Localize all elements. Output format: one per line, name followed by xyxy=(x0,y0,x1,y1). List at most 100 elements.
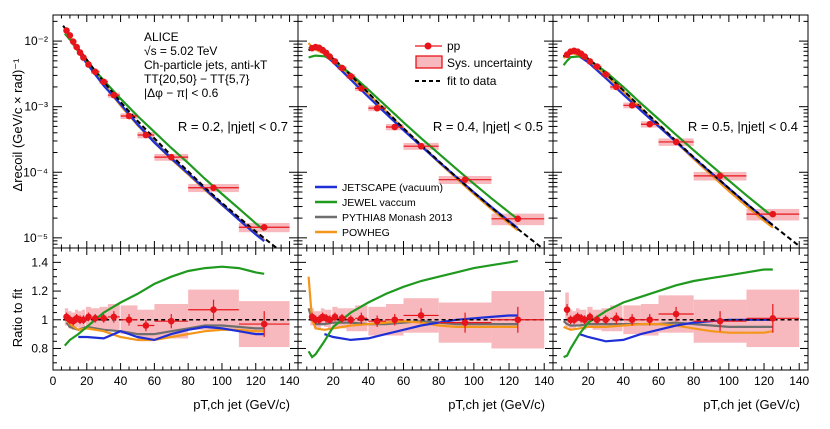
ratio-curve-jetscape xyxy=(324,314,518,342)
x-tick-label: 120 xyxy=(754,374,774,388)
data-point xyxy=(593,63,601,70)
data-point xyxy=(66,32,74,39)
x-tick-label: 140 xyxy=(280,374,300,388)
ratio-point xyxy=(80,316,87,324)
ratio-y-tick-label: 1.2 xyxy=(31,284,48,298)
ratio-point xyxy=(563,306,571,314)
ratio-point xyxy=(85,313,92,321)
x-tick-label: 80 xyxy=(432,374,446,388)
data-point xyxy=(85,61,92,68)
x-tick-label: 60 xyxy=(397,374,411,388)
ratio-y-tick-label: 1 xyxy=(41,313,48,327)
data-point xyxy=(63,27,70,34)
x-tick-label: 40 xyxy=(617,374,631,388)
y-tick-label: 10⁻⁵ xyxy=(23,231,48,245)
data-point xyxy=(602,71,610,78)
legend-powheg-label: POWHEG xyxy=(342,227,390,239)
x-tick-label: 0 xyxy=(50,374,57,388)
ratio-point xyxy=(646,316,654,324)
panel-3: 20 40 60 80 100 120 140 R = 0.5, |ηjet| < 0.4 xyxy=(552,14,810,388)
data-point xyxy=(100,78,107,86)
data-point xyxy=(672,138,680,146)
legend-sys-label: Sys. uncertainty xyxy=(447,56,532,70)
data-point xyxy=(326,53,333,60)
ratio-plot-area xyxy=(562,268,800,359)
x-tick-label: 60 xyxy=(652,374,666,388)
x-tick-label: 40 xyxy=(362,374,376,388)
ratio-point xyxy=(110,313,118,321)
panel-annotation: R = 0.2, |ηjet| < 0.7 xyxy=(178,119,288,134)
info-line-experiment: ALICE xyxy=(144,30,179,44)
model-curve-jewel xyxy=(308,54,519,220)
legend-pythia-label: PYTHIA8 Monash 2013 xyxy=(342,212,452,224)
legend-top: pp Sys. uncertainty fit to data xyxy=(415,39,532,88)
data-point xyxy=(391,123,399,131)
ratio-point xyxy=(613,315,620,322)
ratio-y-tick-label: 0.8 xyxy=(31,341,48,355)
data-point xyxy=(260,223,268,231)
ratio-curve-jewel xyxy=(307,259,518,359)
data-point xyxy=(347,73,355,80)
ratio-point xyxy=(602,316,610,324)
top-plot-area xyxy=(62,25,290,248)
legend-sys-box xyxy=(415,55,443,69)
y-axis-label-top: Δrecoil (GeV/c × rad)⁻¹ xyxy=(10,58,25,192)
ratio-point xyxy=(672,310,680,318)
x-tick-label: 140 xyxy=(789,374,809,388)
data-point xyxy=(586,58,594,65)
ratio-point xyxy=(417,312,425,319)
info-line-energy: √s = 5.02 TeV xyxy=(144,44,217,58)
panel-2: 20 40 60 80 100 120 140 R = 0.4, |ηjet| < 0.5 xyxy=(297,14,555,388)
legend-jewel-label: JEWEL vaccum xyxy=(342,197,416,209)
x-tick-label: 20 xyxy=(80,374,94,388)
ratio-point xyxy=(586,313,594,321)
x-tick-label: 60 xyxy=(148,374,162,388)
model-curve-jewel xyxy=(562,55,774,218)
data-point xyxy=(331,58,339,65)
info-line-tt: TT{20,50} − TT{5,7} xyxy=(144,72,250,86)
ratio-curve-jewel xyxy=(63,265,265,347)
y-tick-label: 10⁻³ xyxy=(24,100,48,114)
ratio-point xyxy=(100,315,107,322)
x-axis-label-1: pT,ch jet (GeV/c) xyxy=(193,397,290,412)
x-axis-label-3: pT,ch jet (GeV/c) xyxy=(703,397,800,412)
data-point xyxy=(110,91,118,99)
data-point xyxy=(461,176,469,184)
ratio-plot-area xyxy=(307,259,545,359)
ratio-point xyxy=(628,316,636,324)
ratio-y-tick-label: 1.4 xyxy=(31,255,48,269)
ratio-point xyxy=(373,317,381,325)
legend-jetscape-label: JETSCAPE (vacuum) xyxy=(342,182,443,194)
data-point xyxy=(69,38,77,45)
ratio-point xyxy=(91,315,99,322)
ratio-point xyxy=(461,319,469,326)
ratio-point xyxy=(769,315,777,322)
data-point xyxy=(210,184,217,192)
x-tick-label: 120 xyxy=(246,374,266,388)
ratio-point xyxy=(581,316,588,324)
top-plot-area xyxy=(307,42,545,248)
ratio-point xyxy=(125,316,133,324)
ratio-point xyxy=(326,316,333,324)
ratio-point xyxy=(167,317,175,325)
x-tick-label: 140 xyxy=(534,374,554,388)
panel-annotation: R = 0.5, |ηjet| < 0.4 xyxy=(688,119,798,134)
panels: 0 20 40 60 80 100 120 140 10⁻⁵ 10⁻⁴ 10⁻³ 10⁻² 0.8 1 1.… xyxy=(23,14,810,388)
data-point xyxy=(514,215,522,223)
x-tick-label: 20 xyxy=(581,374,595,388)
data-point xyxy=(338,64,346,72)
data-point xyxy=(628,101,636,109)
panel-annotation: R = 0.4, |ηjet| < 0.5 xyxy=(433,119,543,134)
x-tick-label: 100 xyxy=(719,374,739,388)
ratio-point xyxy=(716,317,724,325)
ratio-curve-jetscape xyxy=(78,325,265,342)
top-plot-area xyxy=(562,47,800,247)
info-line-jets: Ch-particle jets, anti-kT xyxy=(144,58,268,72)
ratio-curve-powheg xyxy=(307,276,518,331)
panel-1: 0 20 40 60 80 100 120 140 10⁻⁵ 10⁻⁴ 10⁻³ 10⁻² 0.8 1 1.… xyxy=(23,14,300,388)
data-point xyxy=(716,172,724,180)
data-point xyxy=(373,104,381,112)
data-point xyxy=(91,68,99,76)
x-tick-label: 120 xyxy=(499,374,519,388)
bottom-frame xyxy=(552,247,809,371)
